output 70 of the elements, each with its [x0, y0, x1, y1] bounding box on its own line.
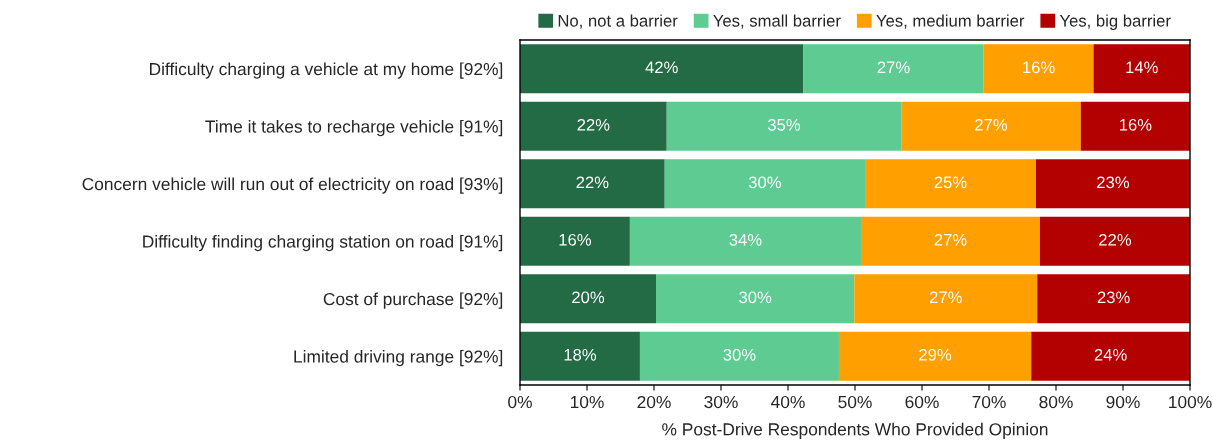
bar	[520, 274, 657, 324]
data-label: 27%	[929, 291, 962, 304]
data-label: 14%	[1126, 61, 1158, 74]
data-label: 22%	[1099, 233, 1132, 246]
x-tick-label: 50%	[838, 395, 872, 409]
data-label: 22%	[576, 176, 609, 189]
data-label: 34%	[729, 233, 762, 246]
bar	[901, 101, 1081, 151]
data-label: 16%	[1119, 118, 1152, 131]
data-label: 20%	[572, 291, 605, 304]
data-label: 35%	[767, 118, 801, 131]
data-label: 22%	[577, 118, 610, 131]
data-label: 30%	[739, 291, 772, 304]
bar	[639, 331, 839, 381]
bar	[520, 331, 640, 381]
bar	[1031, 331, 1190, 381]
bar	[838, 331, 1032, 381]
bar	[803, 44, 984, 94]
x-tick-label: 0%	[508, 395, 532, 409]
bar	[520, 101, 667, 151]
y-tick-label: Time it takes to recharge vehicle [91%]	[205, 119, 503, 137]
bar	[1093, 44, 1190, 94]
data-label: 24%	[1094, 348, 1127, 361]
legend-label: Yes, small barrier	[713, 14, 841, 29]
bar	[520, 159, 665, 209]
x-tick-label: 30%	[704, 395, 738, 409]
y-tick-label: Difficulty finding charging station on road [91%]	[143, 234, 503, 252]
x-tick-label: 10%	[570, 395, 604, 409]
bar	[520, 216, 630, 266]
data-label: 29%	[919, 348, 952, 361]
bar	[1037, 274, 1190, 324]
data-label: 27%	[934, 233, 967, 246]
data-label: 23%	[1097, 176, 1130, 189]
bar	[865, 159, 1036, 209]
y-tick-label: Concern vehicle will run out of electricity on road [93%]	[82, 177, 503, 194]
bar	[983, 44, 1094, 94]
bar	[520, 44, 804, 94]
data-label: 27%	[877, 61, 910, 74]
bar	[1080, 101, 1190, 151]
bar	[629, 216, 862, 266]
bar	[854, 274, 1038, 324]
x-tick-label: 20%	[637, 395, 671, 409]
legend-label: Yes, big barrier	[1059, 14, 1171, 30]
x-tick-label: 70%	[972, 395, 1006, 409]
data-label: 23%	[1097, 291, 1130, 304]
bar	[664, 159, 866, 209]
x-tick-label: 90%	[1106, 395, 1140, 409]
x-tick-label: 60%	[905, 395, 939, 409]
x-tick-label: 100%	[1169, 395, 1212, 409]
bar	[656, 274, 855, 324]
y-tick-label: Difficulty charging a vehicle at my home [92%]	[149, 62, 503, 79]
data-label: 16%	[559, 233, 592, 246]
data-label: 27%	[975, 118, 1008, 131]
x-tick-label: 80%	[1039, 395, 1073, 409]
x-tick-label: 40%	[771, 395, 805, 409]
y-tick-label: Cost of purchase [92%]	[323, 292, 503, 309]
data-label: 42%	[645, 61, 678, 74]
data-label: 30%	[723, 348, 756, 361]
y-tick-label: Limited driving range [92%]	[294, 349, 503, 367]
legend-label: Yes, medium barrier	[876, 14, 1025, 29]
x-axis-title: % Post-Drive Respondents Who Provided Opinion	[662, 422, 1048, 439]
data-label: 30%	[748, 176, 781, 189]
data-label: 16%	[1023, 61, 1055, 74]
legend-label: No, not a barrier	[558, 14, 678, 29]
bar	[666, 101, 902, 151]
bar	[1035, 159, 1190, 209]
bar	[1039, 216, 1190, 266]
data-label: 25%	[934, 176, 967, 189]
bar	[861, 216, 1040, 266]
data-label: 18%	[564, 348, 597, 361]
